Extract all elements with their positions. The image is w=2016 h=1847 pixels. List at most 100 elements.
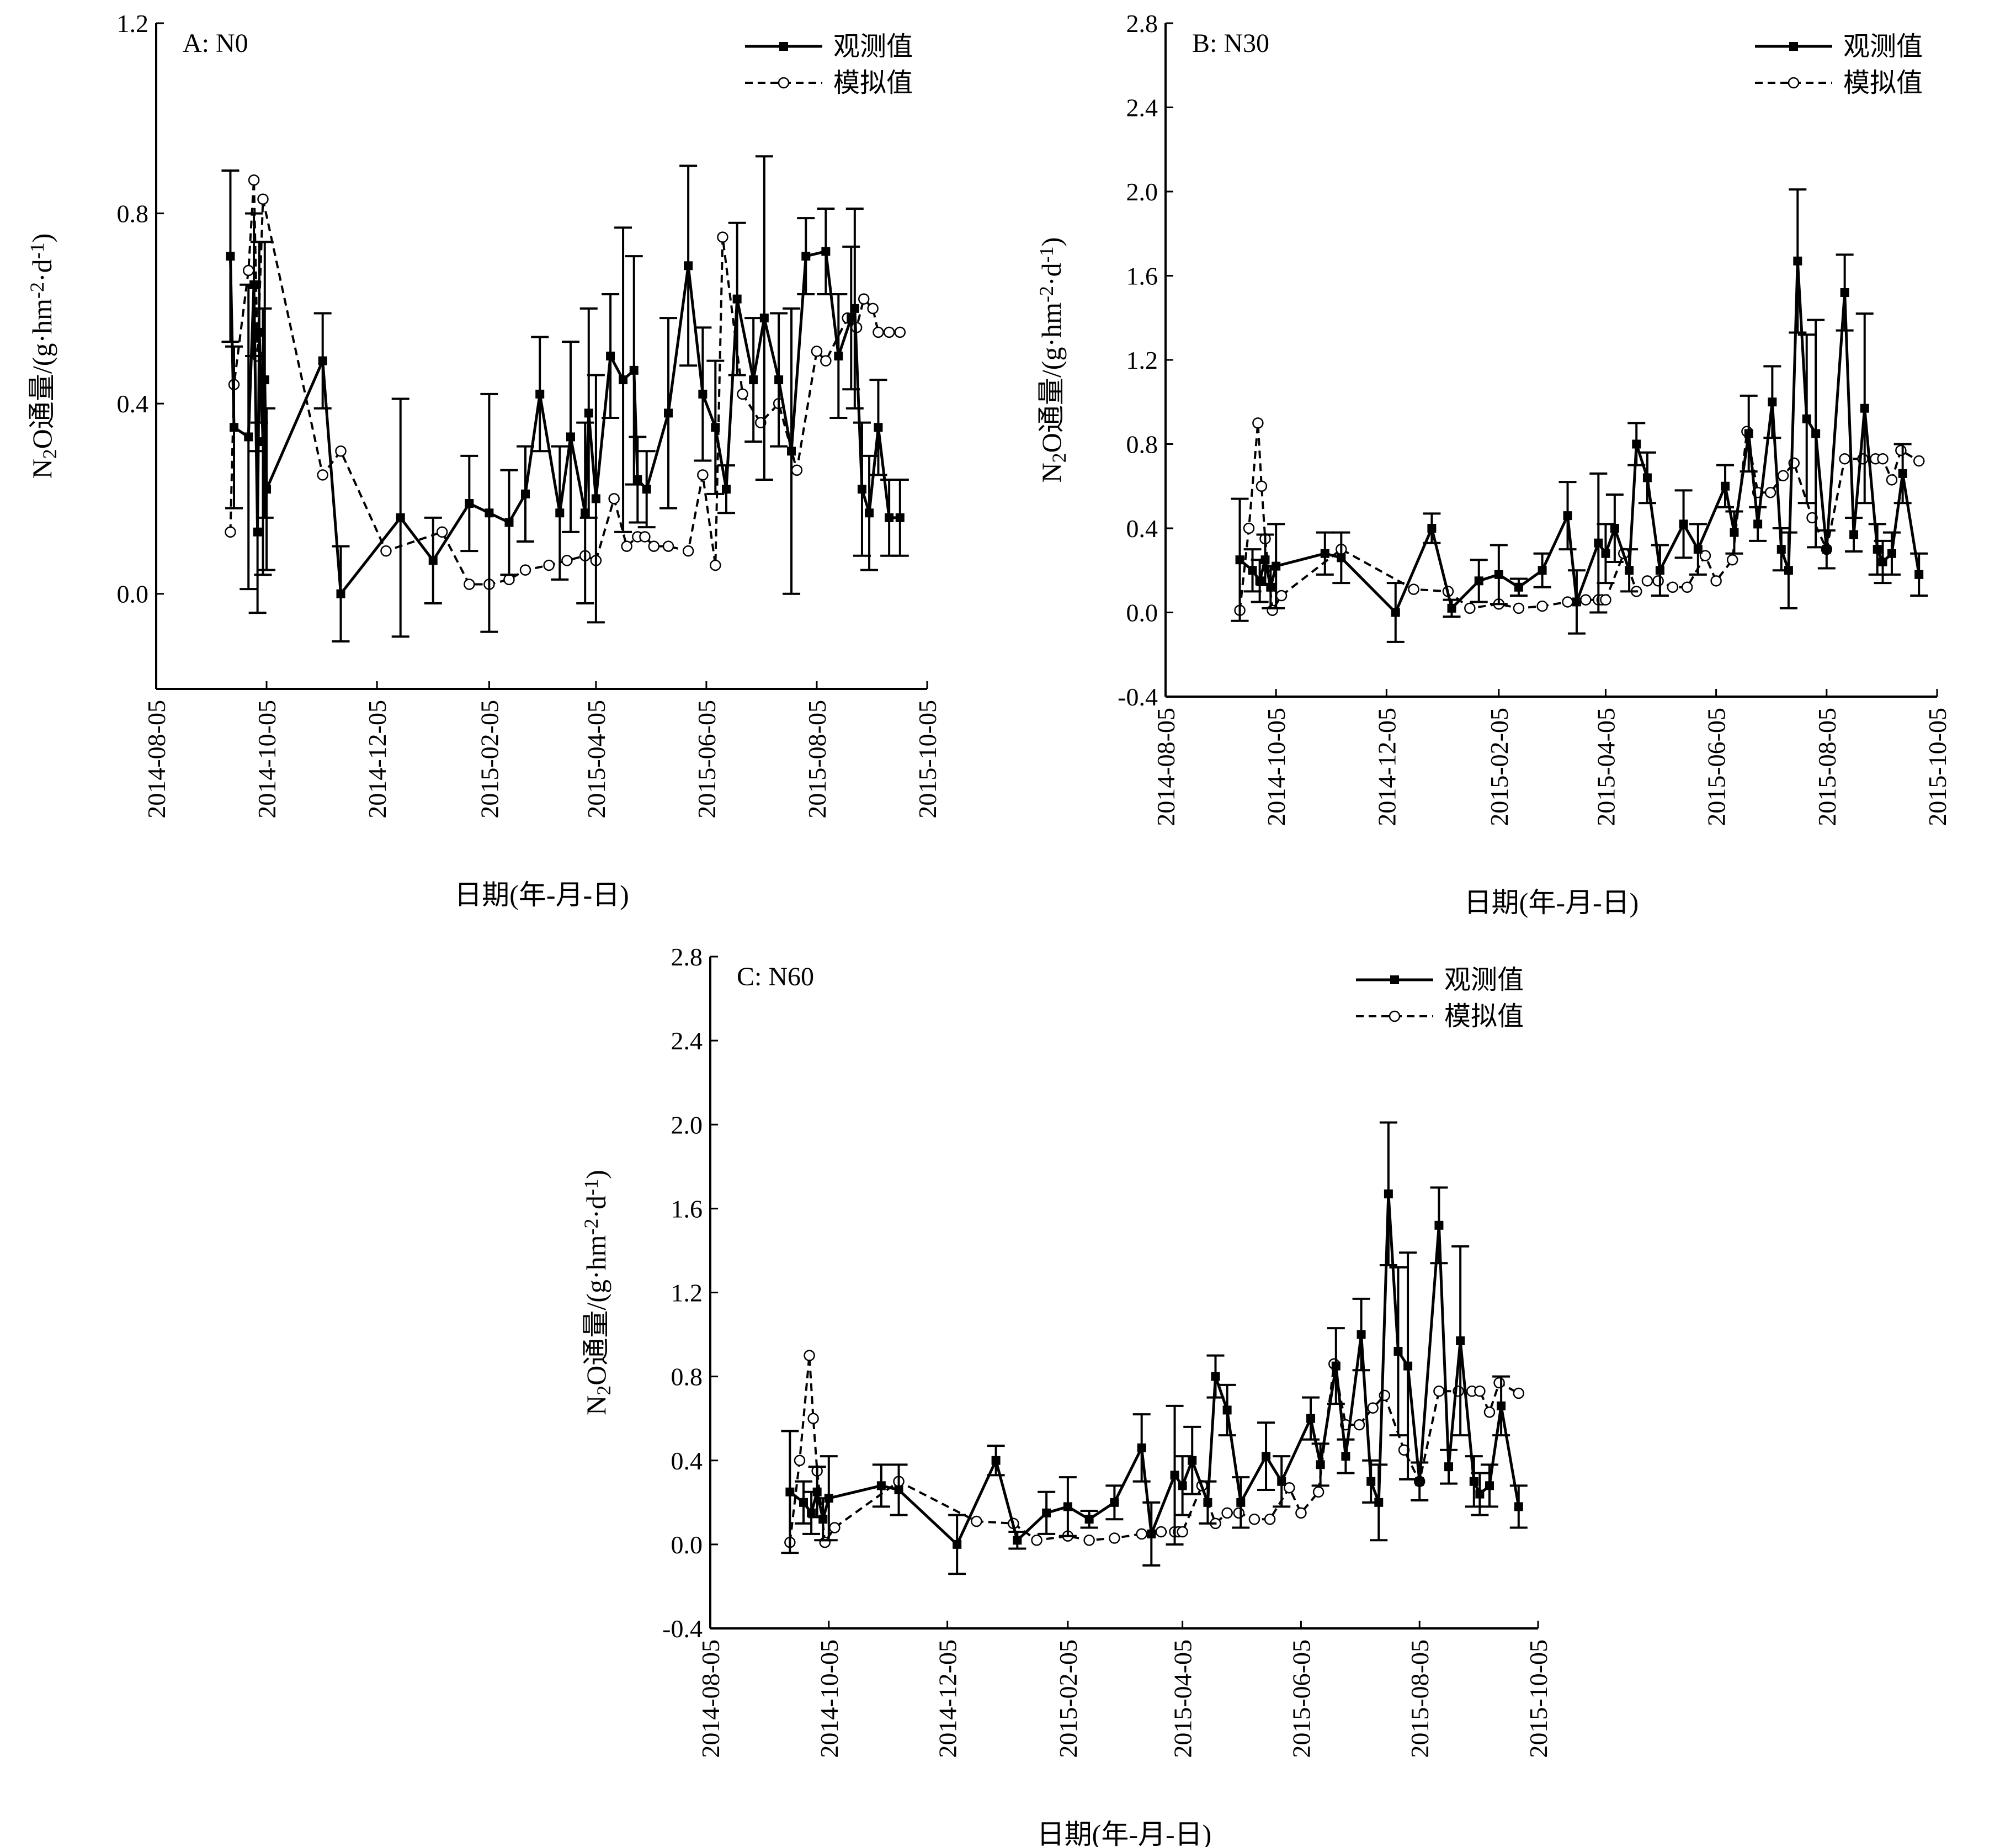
observed-point xyxy=(1320,549,1329,558)
observed-point xyxy=(787,447,796,456)
legend-observed-label: 观测值 xyxy=(1444,965,1524,995)
simulated-point xyxy=(543,559,555,571)
simulated-point xyxy=(503,574,515,586)
observed-point xyxy=(1341,1452,1350,1461)
observed-point xyxy=(847,314,856,323)
simulated-point xyxy=(1886,474,1898,486)
x-tick-label: 2014-08-05 xyxy=(696,1639,725,1758)
observed-point xyxy=(504,518,514,527)
panel-label: A: N0 xyxy=(183,29,248,58)
y-tick-label: 0.4 xyxy=(117,390,149,418)
x-tick-label: 2015-06-05 xyxy=(693,700,721,819)
simulated-point xyxy=(737,388,748,400)
x-tick-label: 2014-12-05 xyxy=(934,1639,962,1758)
simulated-series-line xyxy=(229,180,900,586)
observed-point xyxy=(1887,549,1896,558)
legend-simulated-label: 模拟值 xyxy=(1843,68,1923,98)
simulated-point xyxy=(1777,470,1789,481)
simulated-point xyxy=(1513,1387,1525,1399)
simulated-series-line xyxy=(789,1355,1519,1546)
simulated-point xyxy=(1136,1528,1147,1540)
observed-point xyxy=(1475,1489,1485,1499)
observed-point xyxy=(606,352,615,360)
simulated-point xyxy=(682,545,694,557)
observed-point xyxy=(1366,1477,1376,1486)
observed-point xyxy=(1427,524,1437,533)
simulated-point xyxy=(1353,1419,1365,1431)
legend-observed-marker xyxy=(1390,975,1399,984)
simulated-point xyxy=(621,540,632,552)
observed-point xyxy=(1266,582,1275,592)
y-tick-label: 2.8 xyxy=(671,943,703,971)
observed-point xyxy=(749,375,758,385)
simulated-point xyxy=(1243,522,1255,534)
y-tick-label: 0.8 xyxy=(671,1363,703,1391)
simulated-point xyxy=(820,355,832,367)
simulated-point xyxy=(1652,575,1664,587)
observed-point xyxy=(485,508,494,518)
observed-point xyxy=(1563,511,1572,521)
simulated-point xyxy=(1483,1407,1496,1418)
simulated-point xyxy=(1667,581,1679,593)
simulated-point xyxy=(1233,1507,1244,1519)
x-tick-label: 2015-08-05 xyxy=(803,700,831,819)
legend-observed-label: 观测值 xyxy=(833,32,913,61)
simulated-point xyxy=(1256,480,1268,492)
x-tick-label: 2014-10-05 xyxy=(253,700,281,819)
simulated-point xyxy=(867,302,879,315)
observed-point xyxy=(1601,549,1610,558)
simulated-point xyxy=(1474,1385,1486,1397)
observed-point xyxy=(953,1540,962,1549)
legend-observed-marker xyxy=(779,42,788,51)
simulated-point xyxy=(1600,594,1611,606)
observed-point xyxy=(1514,1502,1523,1511)
observed-point xyxy=(824,1494,833,1503)
simulated-point xyxy=(519,564,531,576)
legend-simulated-label: 模拟值 xyxy=(833,68,913,98)
observed-point xyxy=(1444,1462,1454,1472)
observed-point xyxy=(1610,524,1619,533)
simulated-point xyxy=(1562,596,1573,608)
observed-point xyxy=(1255,576,1264,586)
panel-label: B: N30 xyxy=(1192,29,1269,58)
observed-point xyxy=(1203,1498,1212,1507)
simulated-point xyxy=(608,493,620,505)
simulated-point xyxy=(717,231,728,243)
simulated-point xyxy=(1221,1507,1233,1519)
observed-point xyxy=(1235,555,1244,565)
observed-series-line xyxy=(228,250,900,598)
y-tick-label: 2.4 xyxy=(1126,94,1158,122)
observed-point xyxy=(801,252,811,261)
simulated-point xyxy=(1109,1532,1120,1544)
observed-point xyxy=(1878,558,1887,566)
observed-point xyxy=(1469,1477,1478,1486)
y-tick-label: -0.4 xyxy=(662,1615,703,1643)
y-tick-label: 0.8 xyxy=(117,200,149,228)
observed-point xyxy=(818,1515,828,1524)
simulated-point xyxy=(225,526,236,538)
simulated-point xyxy=(561,555,573,566)
observed-point xyxy=(1306,1414,1316,1423)
observed-point xyxy=(1474,576,1483,586)
simulated-point xyxy=(1513,602,1525,614)
x-tick-label: 2015-06-05 xyxy=(1287,1639,1315,1758)
observed-point xyxy=(1248,566,1257,575)
observed-point xyxy=(1374,1498,1384,1507)
y-axis-label: N2O通量/(g·hm-2·d-1) xyxy=(580,1170,615,1415)
x-tick-label: 2015-10-05 xyxy=(913,700,941,819)
simulated-point xyxy=(1895,444,1907,457)
observed-point xyxy=(857,485,866,494)
observed-point xyxy=(1514,582,1523,592)
observed-point xyxy=(226,252,235,261)
legend-simulated-marker xyxy=(778,77,790,89)
observed-point xyxy=(566,432,575,442)
simulated-point xyxy=(648,540,660,552)
y-tick-label: -0.4 xyxy=(1118,683,1158,711)
observed-point xyxy=(1494,570,1503,579)
y-axis-label: N2O通量/(g·hm-2·d-1) xyxy=(1035,237,1070,483)
observed-point xyxy=(591,494,600,503)
observed-point xyxy=(1222,1405,1232,1415)
y-tick-label: 1.2 xyxy=(671,1279,703,1307)
y-tick-label: 2.0 xyxy=(671,1111,703,1139)
x-tick-label: 2015-02-05 xyxy=(475,700,503,819)
